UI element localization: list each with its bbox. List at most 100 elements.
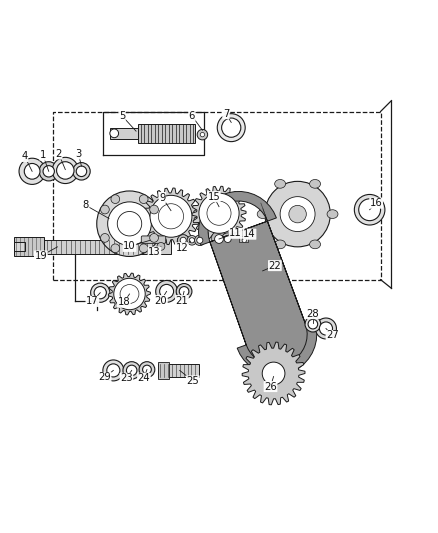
Polygon shape bbox=[192, 186, 246, 240]
Circle shape bbox=[265, 181, 330, 247]
Text: 19: 19 bbox=[35, 251, 47, 261]
Circle shape bbox=[19, 158, 45, 184]
Circle shape bbox=[143, 365, 151, 374]
Text: 24: 24 bbox=[138, 373, 150, 383]
Text: 16: 16 bbox=[370, 198, 382, 208]
Circle shape bbox=[139, 195, 148, 204]
Circle shape bbox=[222, 118, 241, 138]
Text: 2: 2 bbox=[56, 149, 62, 159]
Circle shape bbox=[189, 238, 194, 243]
Circle shape bbox=[242, 238, 247, 243]
Circle shape bbox=[110, 129, 119, 138]
Circle shape bbox=[52, 157, 78, 183]
Text: 4: 4 bbox=[21, 151, 28, 161]
Circle shape bbox=[176, 284, 192, 299]
Text: 26: 26 bbox=[264, 382, 277, 392]
Ellipse shape bbox=[275, 240, 286, 249]
Bar bbox=[14, 240, 171, 254]
Polygon shape bbox=[109, 273, 150, 315]
Polygon shape bbox=[198, 191, 317, 375]
Circle shape bbox=[222, 233, 234, 245]
Circle shape bbox=[76, 166, 87, 176]
Circle shape bbox=[117, 212, 142, 236]
Circle shape bbox=[194, 235, 205, 246]
Text: 21: 21 bbox=[176, 296, 188, 305]
Circle shape bbox=[114, 278, 145, 310]
Bar bbox=[14, 237, 44, 256]
Circle shape bbox=[111, 244, 120, 253]
Circle shape bbox=[240, 236, 248, 244]
Text: 13: 13 bbox=[148, 247, 161, 257]
Text: 10: 10 bbox=[123, 241, 136, 252]
Circle shape bbox=[111, 195, 120, 204]
Circle shape bbox=[43, 166, 54, 177]
Circle shape bbox=[354, 195, 385, 225]
Circle shape bbox=[319, 322, 332, 335]
Circle shape bbox=[139, 362, 155, 377]
Text: 20: 20 bbox=[155, 296, 167, 305]
Ellipse shape bbox=[275, 180, 286, 188]
Circle shape bbox=[224, 236, 231, 243]
Circle shape bbox=[150, 205, 159, 214]
Ellipse shape bbox=[310, 240, 321, 249]
Ellipse shape bbox=[327, 210, 338, 219]
Circle shape bbox=[101, 205, 110, 214]
Circle shape bbox=[39, 161, 58, 181]
Circle shape bbox=[150, 233, 159, 243]
Circle shape bbox=[289, 205, 306, 223]
Bar bbox=[158, 362, 169, 379]
Text: 14: 14 bbox=[243, 229, 256, 239]
Circle shape bbox=[107, 364, 120, 377]
Text: 15: 15 bbox=[207, 192, 220, 201]
Circle shape bbox=[180, 237, 186, 244]
Circle shape bbox=[101, 233, 110, 243]
Circle shape bbox=[159, 285, 173, 298]
Text: 28: 28 bbox=[307, 309, 319, 319]
Circle shape bbox=[155, 280, 177, 302]
Circle shape bbox=[123, 362, 141, 379]
Circle shape bbox=[359, 199, 381, 221]
Polygon shape bbox=[242, 342, 305, 405]
Circle shape bbox=[199, 193, 239, 233]
Text: 17: 17 bbox=[86, 296, 99, 306]
Circle shape bbox=[305, 316, 321, 332]
Text: 8: 8 bbox=[83, 200, 89, 211]
Circle shape bbox=[94, 287, 106, 299]
Circle shape bbox=[308, 319, 318, 329]
Circle shape bbox=[215, 235, 223, 244]
Text: 27: 27 bbox=[326, 330, 339, 341]
Circle shape bbox=[197, 130, 208, 140]
Bar bbox=[14, 243, 25, 251]
Text: 22: 22 bbox=[268, 261, 281, 271]
Text: 18: 18 bbox=[117, 297, 130, 308]
Circle shape bbox=[150, 195, 192, 237]
Text: 1: 1 bbox=[40, 150, 46, 160]
Text: 23: 23 bbox=[120, 373, 133, 383]
Circle shape bbox=[187, 236, 197, 245]
Bar bbox=[239, 236, 248, 242]
Text: 29: 29 bbox=[98, 373, 111, 382]
Circle shape bbox=[120, 285, 139, 303]
Circle shape bbox=[73, 163, 90, 180]
Circle shape bbox=[91, 283, 110, 302]
Text: 3: 3 bbox=[75, 149, 81, 159]
Text: 12: 12 bbox=[176, 243, 188, 253]
Circle shape bbox=[139, 244, 148, 253]
Circle shape bbox=[197, 237, 203, 244]
Text: 5: 5 bbox=[119, 111, 125, 121]
Bar bbox=[110, 128, 138, 139]
Circle shape bbox=[177, 235, 189, 246]
Circle shape bbox=[97, 191, 162, 256]
Circle shape bbox=[207, 201, 231, 225]
Text: 7: 7 bbox=[223, 109, 229, 119]
Polygon shape bbox=[143, 188, 199, 245]
Circle shape bbox=[108, 202, 151, 246]
Bar bbox=[138, 124, 195, 143]
Circle shape bbox=[217, 114, 245, 142]
Circle shape bbox=[24, 164, 40, 179]
Circle shape bbox=[200, 133, 205, 137]
Circle shape bbox=[127, 365, 137, 376]
Ellipse shape bbox=[310, 180, 321, 188]
Circle shape bbox=[262, 362, 285, 385]
Circle shape bbox=[315, 318, 336, 339]
